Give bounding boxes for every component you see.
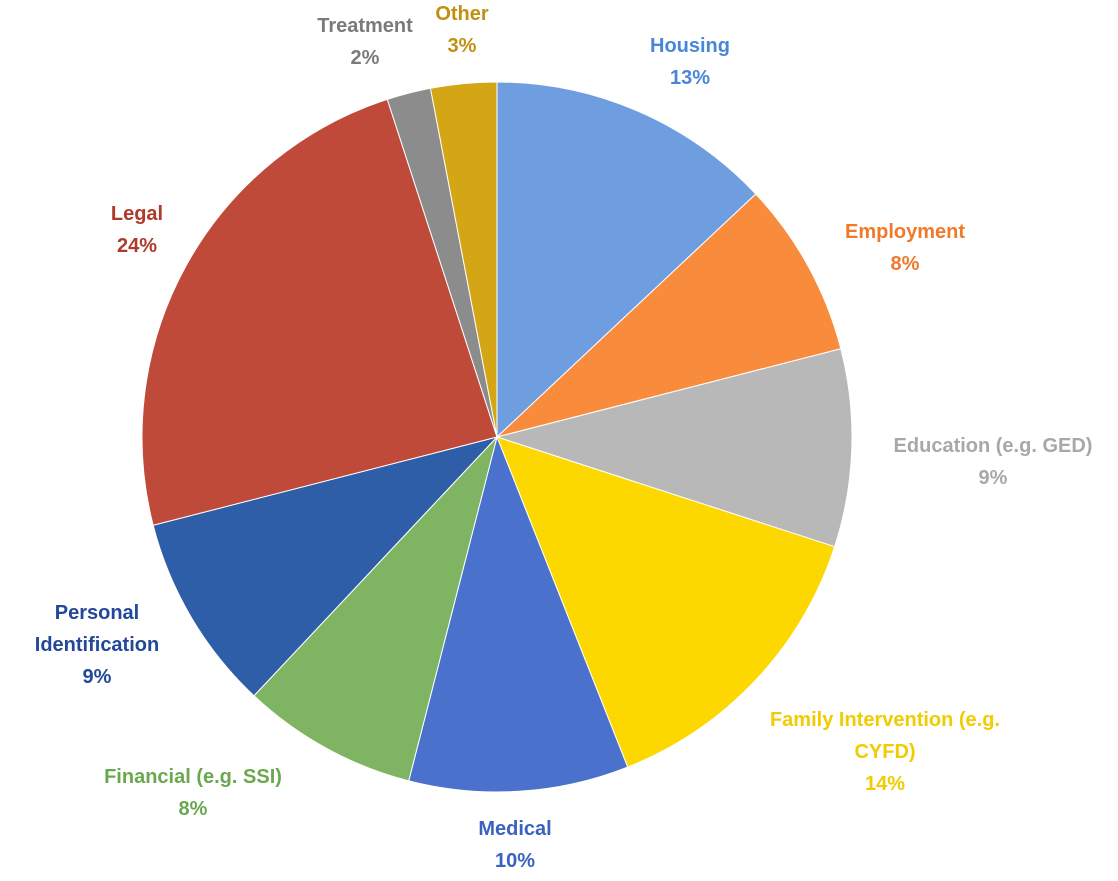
value-label: 10% xyxy=(494,850,536,872)
slice-label: Family Intervention (e.g. CYFD) 14% xyxy=(765,704,1005,800)
slice-label: Financial (e.g. SSI) 8% xyxy=(104,761,282,825)
pie-slice xyxy=(141,98,498,526)
pie-slice xyxy=(496,193,842,438)
pie-slice xyxy=(253,436,498,782)
slice-label: Treatment 2% xyxy=(317,10,413,74)
value-label: 13% xyxy=(669,67,711,89)
value-label: 2% xyxy=(350,47,380,69)
pie-slice xyxy=(152,436,499,697)
slice-label: Legal 24% xyxy=(111,198,163,262)
pie-slice xyxy=(496,436,836,768)
value-label: 8% xyxy=(178,798,208,820)
value-label: 3% xyxy=(447,35,477,57)
value-label: 24% xyxy=(116,235,158,257)
category-name: Housing xyxy=(650,35,730,57)
category-name: Other xyxy=(435,3,489,25)
category-name: Personal Identification xyxy=(34,602,160,656)
category-name: Treatment xyxy=(317,15,413,37)
value-label: 8% xyxy=(890,253,920,275)
category-name: Education (e.g. GED) xyxy=(893,435,1093,457)
slice-label: Housing 13% xyxy=(650,30,730,94)
pie-slice xyxy=(495,348,853,548)
category-name: Medical xyxy=(478,818,552,840)
pie-slice xyxy=(496,81,757,439)
category-name: Family Intervention (e.g. CYFD) xyxy=(769,709,1001,763)
value-label: 14% xyxy=(864,773,906,795)
slice-label: Other 3% xyxy=(435,0,488,62)
slice-label: Medical 10% xyxy=(478,813,551,877)
category-name: Legal xyxy=(110,203,164,225)
pie-slice xyxy=(408,435,629,793)
slice-label: Personal Identification 9% xyxy=(12,597,182,693)
category-name: Financial (e.g. SSI) xyxy=(104,766,282,788)
slice-label: Education (e.g. GED) 9% xyxy=(894,430,1093,494)
value-label: 9% xyxy=(82,666,112,688)
value-label: 9% xyxy=(978,467,1008,489)
category-name: Employment xyxy=(844,221,966,243)
slice-label: Employment 8% xyxy=(845,216,965,280)
pie-slice xyxy=(429,81,498,438)
